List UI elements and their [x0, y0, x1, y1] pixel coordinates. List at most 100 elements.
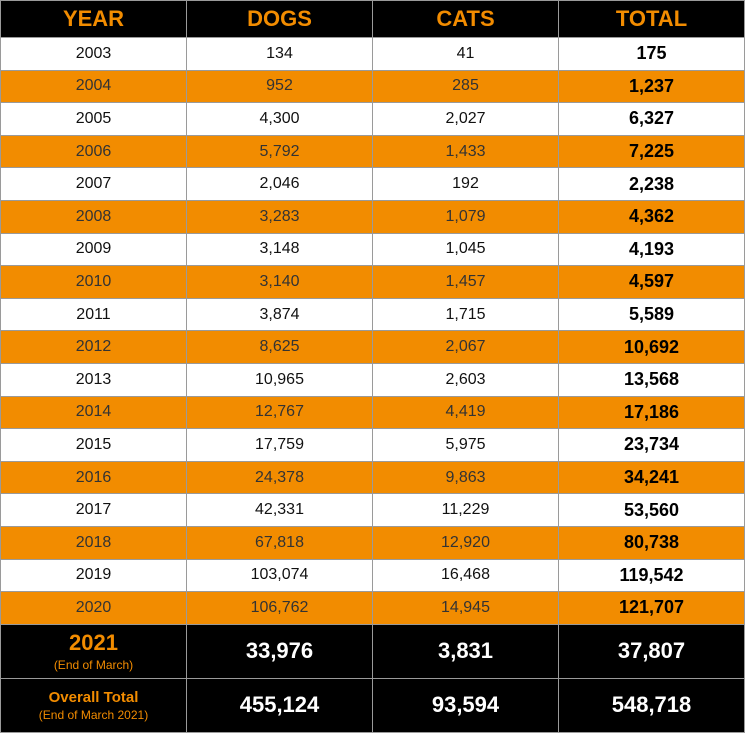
- cell: 12,767: [186, 395, 373, 430]
- cell: 3,283: [186, 199, 373, 234]
- footer-label: Overall Total: [48, 688, 139, 706]
- footer-note: (End of March 2021): [38, 707, 149, 722]
- footer-cell: 37,807: [558, 623, 745, 679]
- cell: 2010: [0, 265, 187, 299]
- table-row: 2018 67,818 12,920 80,738: [0, 525, 745, 560]
- cell: 10,692: [558, 330, 745, 364]
- footer-cell: 93,594: [372, 677, 559, 733]
- cell: 1,433: [372, 134, 559, 169]
- cell: 1,237: [558, 69, 745, 104]
- table-row: 2019 103,074 16,468 119,542: [0, 558, 745, 593]
- footer-label-cell: 2021 (End of March): [0, 623, 187, 679]
- table-row: 2004 952 285 1,237: [0, 69, 745, 104]
- cell: 2016: [0, 460, 187, 495]
- header-cell: TOTAL: [558, 0, 745, 38]
- cell: 121,707: [558, 591, 745, 625]
- cell: 2015: [0, 428, 187, 462]
- cell: 2005: [0, 102, 187, 136]
- cell: 14,945: [372, 591, 559, 625]
- footer-label: 2021: [69, 630, 118, 656]
- cell: 2020: [0, 591, 187, 625]
- cell: 5,975: [372, 428, 559, 462]
- cell: 13,568: [558, 362, 745, 397]
- cell: 42,331: [186, 493, 373, 527]
- table-row: 2007 2,046 192 2,238: [0, 167, 745, 201]
- cell: 8,625: [186, 330, 373, 364]
- cell: 2004: [0, 69, 187, 104]
- table-row: 2016 24,378 9,863 34,241: [0, 460, 745, 495]
- cell: 1,045: [372, 232, 559, 267]
- cell: 2,046: [186, 167, 373, 201]
- cell: 3,140: [186, 265, 373, 299]
- cell: 11,229: [372, 493, 559, 527]
- cell: 16,468: [372, 558, 559, 593]
- table-row: 2020 106,762 14,945 121,707: [0, 591, 745, 625]
- cell: 67,818: [186, 525, 373, 560]
- cell: 2017: [0, 493, 187, 527]
- header-cell: YEAR: [0, 0, 187, 38]
- footer-row: 2021 (End of March) 33,976 3,831 37,807: [0, 623, 745, 679]
- cell: 2011: [0, 297, 187, 332]
- cell: 106,762: [186, 591, 373, 625]
- cell: 2008: [0, 199, 187, 234]
- header-cell: DOGS: [186, 0, 373, 38]
- cell: 2006: [0, 134, 187, 169]
- cell: 285: [372, 69, 559, 104]
- cell: 53,560: [558, 493, 745, 527]
- footer-note: (End of March): [53, 658, 134, 673]
- header-cell: CATS: [372, 0, 559, 38]
- table-row: 2003 134 41 175: [0, 37, 745, 71]
- cell: 17,186: [558, 395, 745, 430]
- cell: 2012: [0, 330, 187, 364]
- cell: 34,241: [558, 460, 745, 495]
- cell: 952: [186, 69, 373, 104]
- cell: 103,074: [186, 558, 373, 593]
- footer-cell: 548,718: [558, 677, 745, 733]
- table-row: 2009 3,148 1,045 4,193: [0, 232, 745, 267]
- cell: 3,874: [186, 297, 373, 332]
- table-row: 2006 5,792 1,433 7,225: [0, 134, 745, 169]
- table-row: 2015 17,759 5,975 23,734: [0, 428, 745, 462]
- cell: 1,457: [372, 265, 559, 299]
- cell: 2,603: [372, 362, 559, 397]
- cell: 2013: [0, 362, 187, 397]
- cell: 4,419: [372, 395, 559, 430]
- cell: 2007: [0, 167, 187, 201]
- cell: 7,225: [558, 134, 745, 169]
- cell: 5,792: [186, 134, 373, 169]
- cell: 3,148: [186, 232, 373, 267]
- cell: 2,027: [372, 102, 559, 136]
- cell: 192: [372, 167, 559, 201]
- cell: 119,542: [558, 558, 745, 593]
- cell: 9,863: [372, 460, 559, 495]
- header-row: YEAR DOGS CATS TOTAL: [0, 0, 745, 38]
- cell: 2009: [0, 232, 187, 267]
- cell: 1,079: [372, 199, 559, 234]
- cell: 12,920: [372, 525, 559, 560]
- table-row: 2012 8,625 2,067 10,692: [0, 330, 745, 364]
- table-row: 2013 10,965 2,603 13,568: [0, 362, 745, 397]
- cell: 24,378: [186, 460, 373, 495]
- footer-row: Overall Total (End of March 2021) 455,124 9…: [0, 677, 745, 733]
- cell: 41: [372, 37, 559, 71]
- cell: 4,193: [558, 232, 745, 267]
- footer-cell: 33,976: [186, 623, 373, 679]
- cell: 1,715: [372, 297, 559, 332]
- cell: 4,300: [186, 102, 373, 136]
- cell: 10,965: [186, 362, 373, 397]
- table-row: 2008 3,283 1,079 4,362: [0, 199, 745, 234]
- table-row: 2010 3,140 1,457 4,597: [0, 265, 745, 299]
- cell: 4,597: [558, 265, 745, 299]
- cell: 2014: [0, 395, 187, 430]
- footer-cell: 3,831: [372, 623, 559, 679]
- cell: 2019: [0, 558, 187, 593]
- table-row: 2011 3,874 1,715 5,589: [0, 297, 745, 332]
- cell: 80,738: [558, 525, 745, 560]
- footer-label-cell: Overall Total (End of March 2021): [0, 677, 187, 733]
- cell: 2018: [0, 525, 187, 560]
- cell: 2,067: [372, 330, 559, 364]
- cell: 2,238: [558, 167, 745, 201]
- table-row: 2017 42,331 11,229 53,560: [0, 493, 745, 527]
